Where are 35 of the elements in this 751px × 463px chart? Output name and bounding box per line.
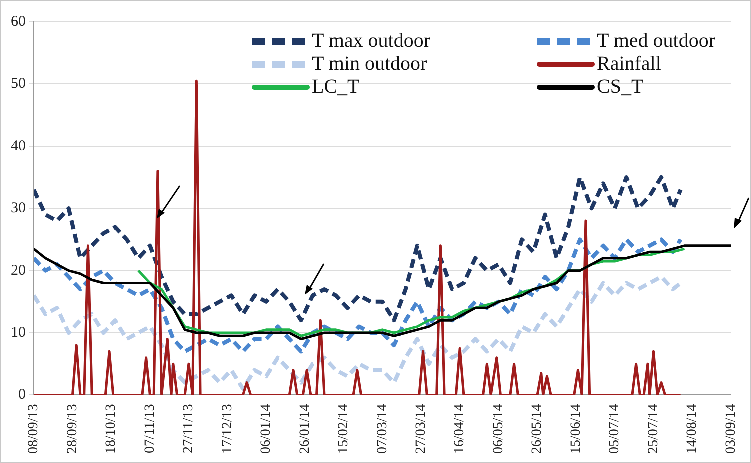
y-tick-label: 30 — [11, 200, 26, 217]
x-tick-label: 25/07/14 — [646, 404, 662, 454]
y-tick-label: 20 — [11, 262, 26, 279]
y-tick-label: 60 — [11, 14, 26, 30]
x-tick-label: 26/01/14 — [298, 404, 313, 454]
x-tick-label: 15/06/14 — [568, 404, 584, 454]
x-tick-label: 18/10/13 — [104, 404, 120, 454]
x-tick-label: 07/11/13 — [142, 404, 158, 454]
legend-label: Rainfall — [597, 53, 662, 76]
x-tick-label: 27/11/13 — [182, 404, 197, 454]
line-series — [34, 275, 683, 391]
x-tick-label: 28/09/13 — [65, 404, 80, 454]
line-series — [34, 176, 683, 323]
x-tick-label: 05/07/14 — [608, 404, 623, 454]
x-tick-label: 26/05/14 — [530, 404, 546, 454]
x-tick-label: 15/02/14 — [336, 404, 352, 454]
legend-label: CS_T — [597, 76, 644, 99]
y-tick-label: 10 — [11, 324, 26, 341]
x-tick-label: 07/03/14 — [375, 404, 390, 454]
legend-label: LC_T — [312, 76, 360, 99]
x-tick-label: 03/09/14 — [724, 404, 739, 454]
x-tick-label: 16/04/14 — [452, 404, 468, 454]
x-tick-label: 08/09/13 — [26, 404, 42, 454]
legend-label: T min outdoor — [312, 53, 428, 76]
x-tick-label: 27/03/14 — [414, 404, 430, 454]
x-tick-label: 06/01/14 — [259, 404, 274, 454]
y-tick-label: 50 — [11, 76, 26, 92]
x-tick-label: 17/12/13 — [220, 404, 236, 454]
y-tick-label: 40 — [11, 138, 26, 154]
y-tick-label: 0 — [18, 387, 26, 404]
x-tick-label: 06/05/14 — [491, 404, 506, 454]
line-series — [34, 238, 683, 354]
legend-label: T max outdoor — [312, 30, 431, 53]
x-tick-label: 14/08/14 — [685, 404, 700, 454]
legend-label: T med outdoor — [597, 30, 716, 53]
